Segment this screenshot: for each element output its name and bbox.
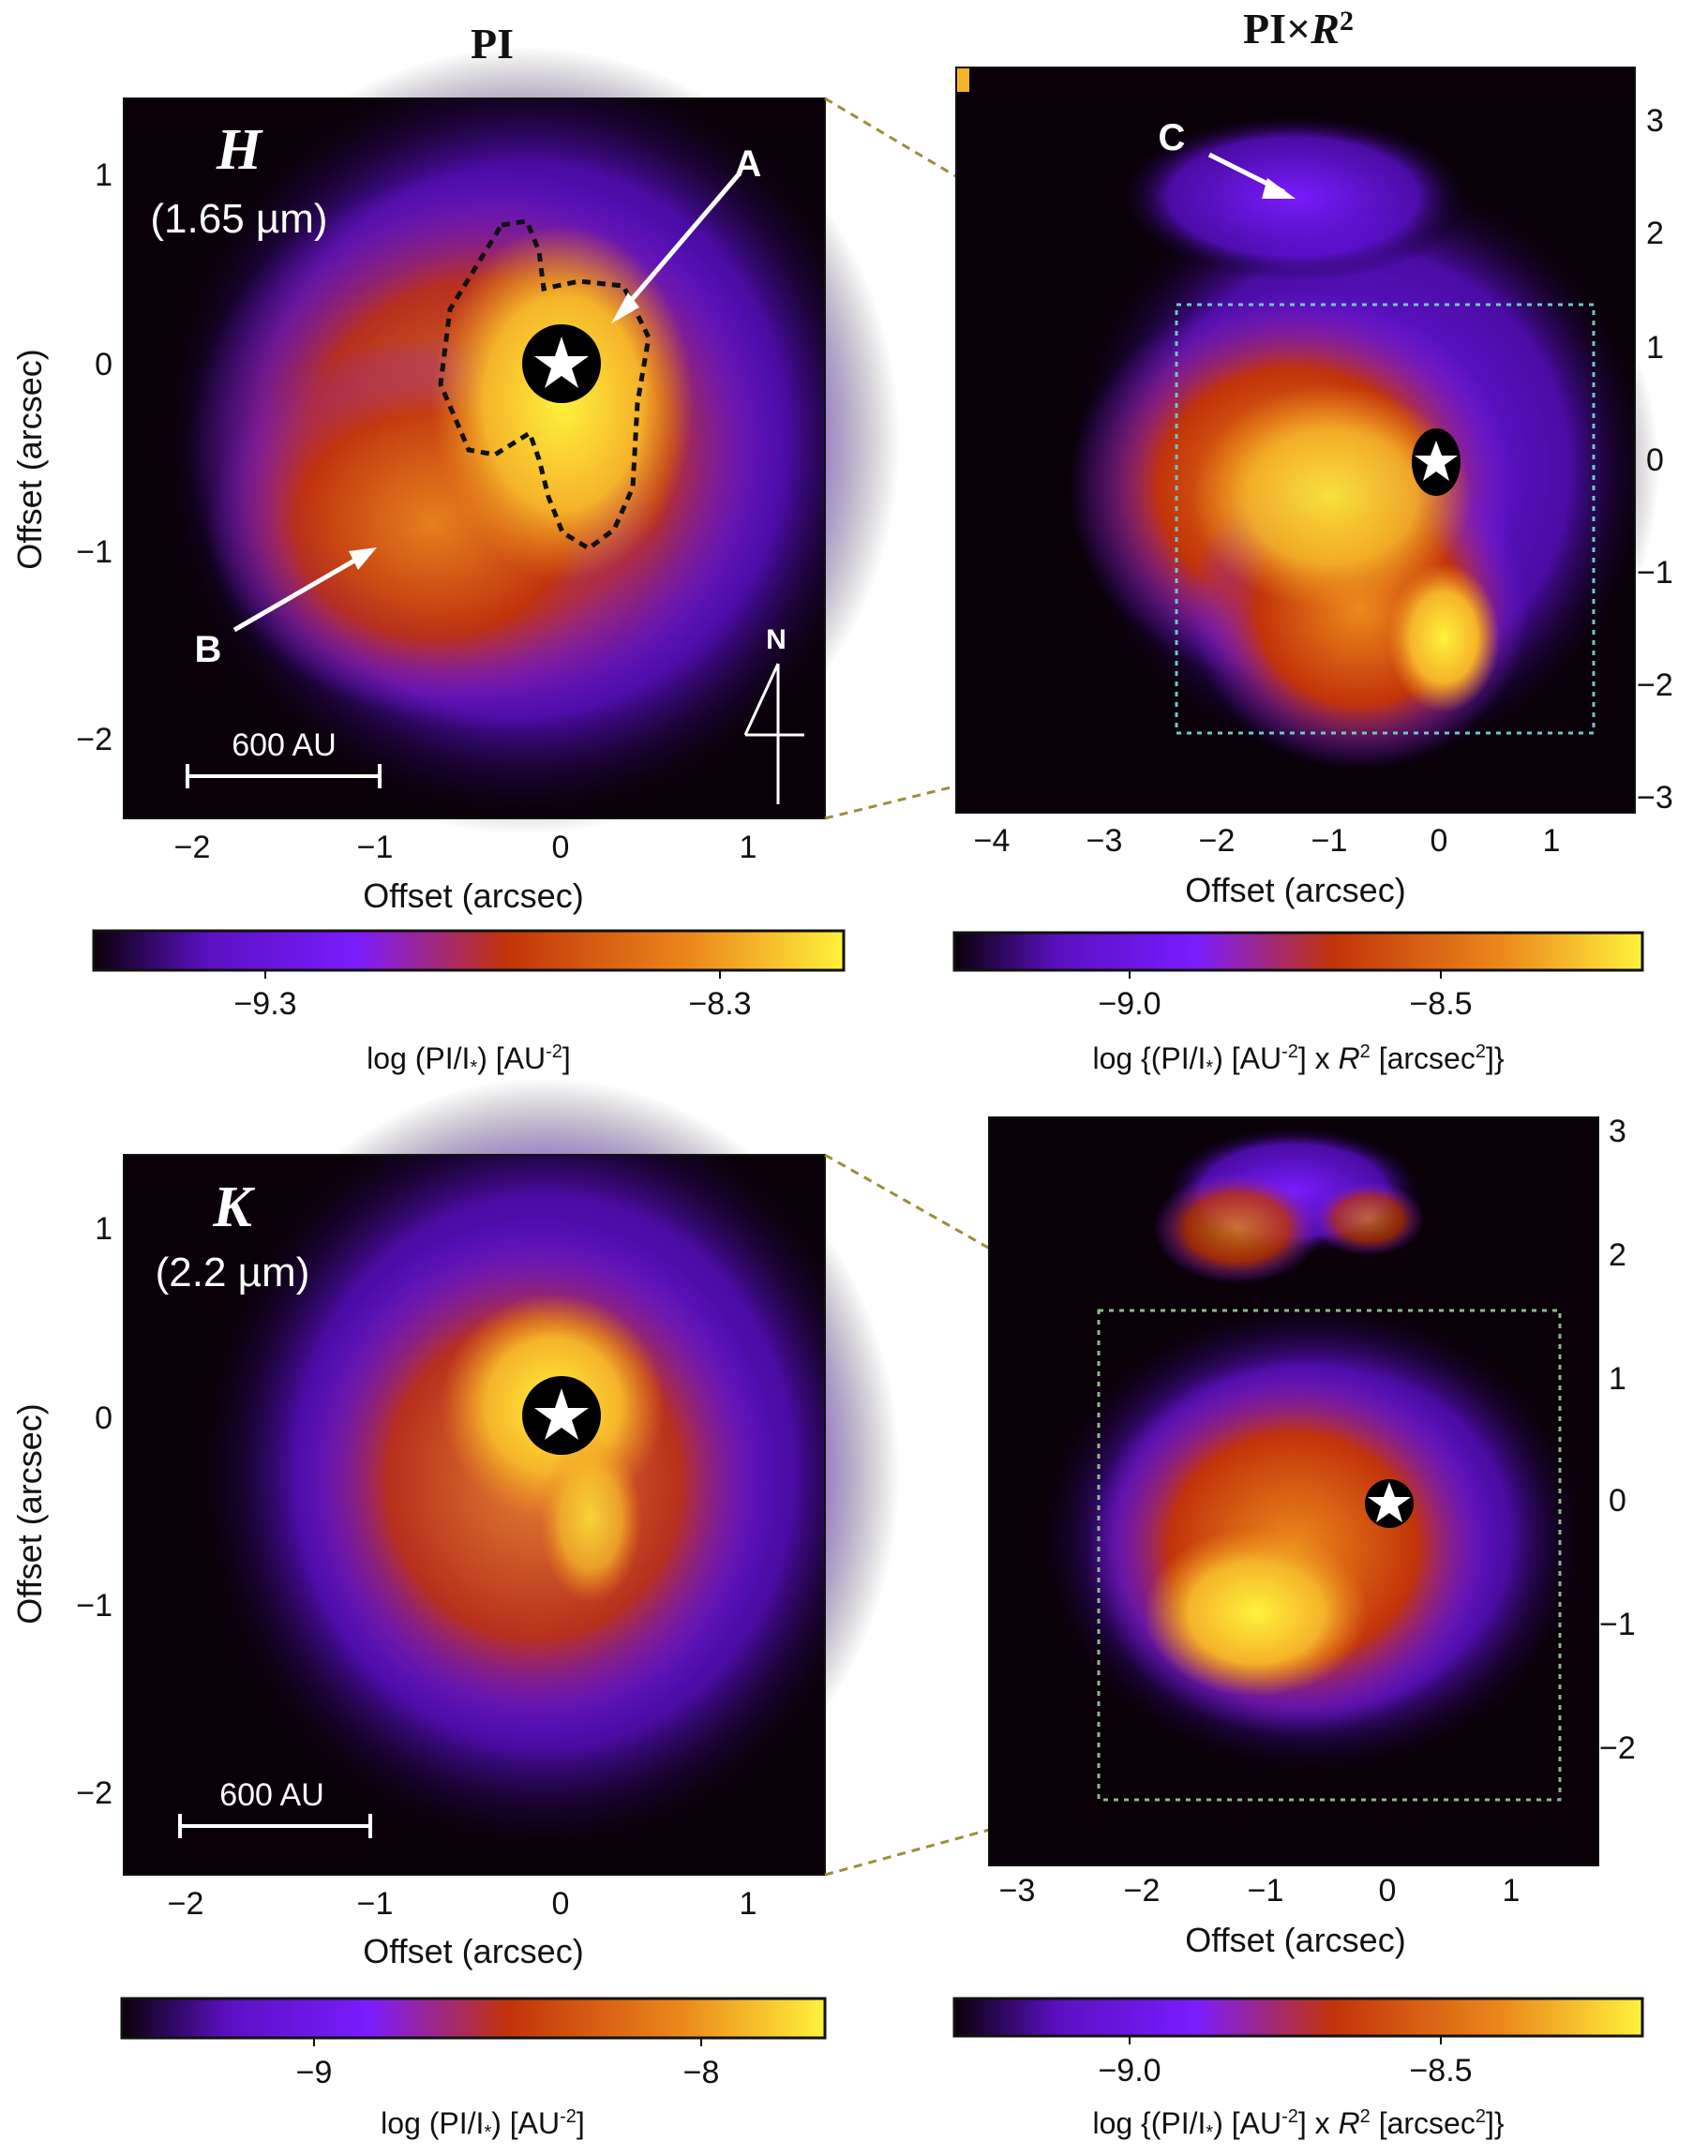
scale-bar-label: 600 AU [232, 727, 337, 763]
y-tick: 1 [95, 157, 112, 193]
x-tick: −2 [168, 1886, 204, 1922]
bottom-right-axes: −3 −2 −1 0 1 3 2 1 0 −1 −2 Offset (arcse… [999, 1114, 1636, 1959]
x-tick: 0 [1379, 1873, 1397, 1909]
band-label: K [212, 1175, 255, 1239]
marker-c: C [1159, 117, 1186, 158]
colorbar-label: log (PI/I*) [AU-2] [381, 2106, 585, 2143]
colorbar-tick: −8 [683, 2055, 720, 2090]
arrow-a [617, 172, 741, 317]
panel-h-band-pi: H (1.65 µm) A B 600 AU N [123, 47, 900, 834]
scale-bar-label: 600 AU [219, 1777, 324, 1813]
y-tick: 0 [1646, 442, 1664, 478]
y-tick: −2 [1599, 1730, 1636, 1766]
arrow-a-head [611, 292, 639, 323]
y-tick: −1 [76, 534, 112, 570]
y-tick: 3 [1646, 103, 1664, 139]
arrow-b [232, 550, 369, 633]
marker-b: B [195, 629, 222, 670]
x-tick: −2 [174, 830, 211, 865]
y-tick: −1 [76, 1588, 112, 1624]
x-axis-label: Offset (arcsec) [363, 1932, 583, 1970]
right-column-title: PI×R2 [1243, 5, 1354, 52]
y-tick: 3 [1609, 1114, 1626, 1149]
x-axis-label: Offset (arcsec) [363, 876, 583, 915]
y-tick: 1 [95, 1211, 112, 1247]
colorbar-bottom-right: −9.0 −8.5 log {(PI/I*) [AU-2] x R2 [arcs… [952, 1997, 1644, 2143]
star-icon [1368, 1482, 1411, 1522]
colorbar-tick: −9.0 [1098, 986, 1161, 1022]
x-tick: −1 [357, 1886, 394, 1922]
y-tick: 0 [1609, 1483, 1626, 1519]
top-right-axes: −4 −3 −2 −1 0 1 3 2 1 0 −1 −2 −3 Offset … [974, 103, 1673, 909]
y-tick: −3 [1637, 780, 1673, 816]
panel-h-band-pi-r2: C [955, 67, 1659, 814]
band-label: H [216, 118, 263, 182]
y-tick: 2 [1609, 1237, 1626, 1273]
y-tick: −2 [1637, 667, 1673, 703]
y-tick: −1 [1637, 555, 1673, 591]
colorbar-label: log (PI/I*) [AU-2] [367, 1041, 571, 1078]
colorbar-tick: −9.0 [1098, 2053, 1161, 2089]
colorbar-tick: −8.3 [688, 986, 751, 1022]
star-icon [534, 1388, 589, 1440]
star-icon [1415, 441, 1458, 481]
arrow-b-head [349, 547, 377, 570]
scale-bar: 600 AU [186, 727, 382, 788]
x-tick: 1 [740, 1886, 757, 1922]
y-tick: −1 [1599, 1607, 1636, 1642]
x-tick: −1 [357, 830, 394, 865]
x-tick: 0 [552, 830, 570, 865]
x-tick: −1 [1248, 1873, 1284, 1909]
panel-k-band-pi-r2 [988, 1116, 1599, 1866]
y-tick: 0 [95, 347, 112, 382]
x-tick: 0 [1431, 823, 1448, 859]
colorbar-label: log {(PI/I*) [AU-2] x R2 [arcsec2]} [1092, 1041, 1504, 1078]
x-tick: −2 [1199, 823, 1236, 859]
top-left-axes: −2 −1 0 1 1 0 −1 −2 Offset (arcsec) Offs… [10, 157, 757, 915]
x-tick: −1 [1311, 823, 1348, 859]
bottom-left-axes: −2 −1 0 1 1 0 −1 −2 Offset (arcsec) Offs… [10, 1211, 757, 1970]
y-axis-label: Offset (arcsec) [10, 1403, 49, 1624]
x-tick: 0 [552, 1886, 570, 1922]
zoom-box [1175, 303, 1596, 735]
x-tick: −3 [999, 1873, 1036, 1909]
wavelength-label: (2.2 µm) [156, 1250, 310, 1295]
panel-k-band-pi: K (2.2 µm) 600 AU [123, 1078, 900, 1876]
colorbar-top-right: −9.0 −8.5 log {(PI/I*) [AU-2] x R2 [arcs… [952, 931, 1644, 1078]
colorbar-tick: −9 [296, 2055, 333, 2090]
x-tick: 1 [1543, 823, 1561, 859]
compass-icon: N [743, 624, 804, 804]
star-icon [534, 337, 589, 388]
x-tick: −4 [974, 823, 1011, 859]
y-axis-label: Offset (arcsec) [10, 349, 49, 569]
colorbar-tick: −8.5 [1409, 986, 1472, 1022]
arrow-c-head [1262, 178, 1296, 199]
marker-a: A [735, 143, 762, 185]
y-tick: −2 [76, 1775, 112, 1811]
wavelength-label: (1.65 µm) [150, 196, 327, 242]
y-tick: 2 [1646, 216, 1664, 251]
x-axis-label: Offset (arcsec) [1185, 1921, 1405, 1959]
scale-bar: 600 AU [178, 1777, 372, 1838]
y-tick: −2 [76, 722, 112, 757]
colorbar-tick: −8.5 [1409, 2053, 1472, 2089]
y-tick: 1 [1609, 1361, 1626, 1397]
colorbar-tick: −9.3 [233, 986, 296, 1022]
x-axis-label: Offset (arcsec) [1185, 871, 1405, 909]
x-tick: 1 [740, 830, 757, 865]
y-tick: 0 [95, 1400, 112, 1436]
zoom-connector [824, 1798, 1100, 1877]
colorbar-bottom-left: −9 −8 log (PI/I*) [AU-2] [120, 1997, 827, 2143]
x-tick: −3 [1086, 823, 1123, 859]
brightness-contour [438, 218, 652, 552]
x-tick: 1 [1503, 1873, 1521, 1909]
zoom-box [1097, 1309, 1562, 1802]
y-tick: 1 [1646, 330, 1664, 366]
colorbar-label: log {(PI/I*) [AU-2] x R2 [arcsec2]} [1092, 2106, 1504, 2143]
x-tick: −2 [1124, 1873, 1161, 1909]
colorbar-top-left: −9.3 −8.3 log (PI/I*) [AU-2] [92, 929, 846, 1078]
north-label: N [766, 624, 787, 655]
